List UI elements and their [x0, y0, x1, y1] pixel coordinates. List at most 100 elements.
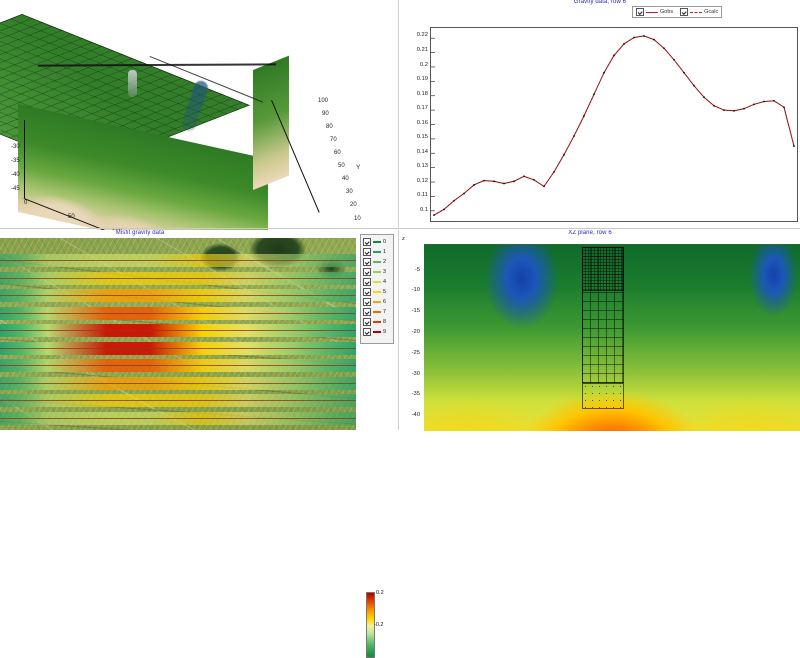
divider-vertical-top: [398, 0, 399, 228]
survey-line-path: [0, 382, 356, 384]
xz-ztick-1: -10: [411, 287, 420, 293]
survey-line-path: [0, 312, 356, 314]
line-toggle-label: 0: [383, 239, 387, 245]
profile-ytick-8: 0.14: [416, 149, 428, 155]
profile-ytick-5: 0.17: [416, 105, 428, 111]
misfit-map-title: Misfit gravity data: [115, 230, 165, 236]
checkbox-line-5-icon[interactable]: [363, 288, 371, 296]
line-toggle-label: 5: [383, 289, 387, 295]
y-tick-20: 20: [350, 202, 357, 208]
line-toggle-row[interactable]: 9: [363, 327, 391, 337]
profile-legend[interactable]: Gobs Gcalc: [632, 6, 723, 18]
panel-gravity-profile[interactable]: Gravity data, row 6 Gobs Gcalc 0.22 0.21…: [400, 0, 800, 228]
checkbox-line-0-icon[interactable]: [363, 238, 371, 246]
legend-item-gcalc[interactable]: Gcalc: [680, 8, 718, 16]
checkbox-line-4-icon[interactable]: [363, 278, 371, 286]
anomaly-marker-grey: [128, 70, 137, 97]
panel-3d-surface[interactable]: 0 50 100 150 200 X 10 20 30 40 50 60 70 …: [0, 0, 398, 277]
line-toggle-row[interactable]: 4: [363, 277, 391, 287]
profile-ytick-7: 0.15: [416, 134, 428, 140]
line-toggle-row[interactable]: 7: [363, 307, 391, 317]
model-mesh-fine: [581, 247, 624, 291]
color-swatch-line-8: [373, 321, 381, 323]
profile-ytick-11: 0.11: [417, 192, 428, 198]
line-toggle-label: 1: [383, 249, 387, 255]
z-tick-30: -30: [11, 144, 20, 150]
model-mesh-dots: [581, 383, 624, 409]
line-toggle-row[interactable]: 8: [363, 317, 391, 327]
xz-axis-label-z: z: [402, 236, 405, 242]
y-tick-40: 40: [342, 176, 349, 182]
checkbox-line-2-icon[interactable]: [363, 258, 371, 266]
surface-3d-geometry: 0 50 100 150 200 X 10 20 30 40 50 60 70 …: [0, 8, 390, 277]
z-tick-35: -35: [11, 158, 20, 164]
profile-ytick-9: 0.13: [416, 163, 428, 169]
application-window: 0 50 100 150 200 X 10 20 30 40 50 60 70 …: [0, 0, 800, 430]
legend-line-gobs-icon: [646, 11, 658, 13]
x-tick-1: 50: [68, 214, 75, 220]
checkbox-gobs-icon[interactable]: [636, 8, 644, 16]
profile-plot-area[interactable]: [430, 27, 798, 222]
profile-curve-svg: [431, 35, 795, 217]
survey-line-path: [0, 260, 356, 261]
xz-ztick-0: -5: [414, 267, 420, 273]
checkbox-line-9-icon[interactable]: [363, 328, 371, 336]
legend-line-gcalc-icon: [690, 11, 703, 13]
color-swatch-line-0: [373, 241, 381, 243]
y-tick-90: 90: [322, 111, 329, 117]
color-swatch-line-3: [373, 271, 381, 273]
profile-ytick-4: 0.18: [416, 91, 428, 97]
line-toggle-row[interactable]: 5: [363, 287, 391, 297]
xz-ztick-7: -40: [411, 412, 420, 418]
color-swatch-line-9: [373, 331, 381, 333]
survey-line-path: [0, 347, 356, 349]
colorbar-max-label: 0.2: [376, 590, 384, 596]
y-tick-60: 60: [334, 150, 341, 156]
xz-ztick-4: -25: [411, 350, 420, 356]
survey-line-path: [0, 400, 356, 401]
aerial-photo-map[interactable]: [0, 238, 356, 430]
checkbox-line-1-icon[interactable]: [363, 248, 371, 256]
line-toggle-row[interactable]: 3: [363, 267, 391, 277]
line-toggle-row[interactable]: 6: [363, 297, 391, 307]
slice-plane-line: [37, 63, 277, 67]
y-tick-30: 30: [346, 189, 353, 195]
survey-line-path: [0, 417, 356, 419]
z-tick-45: -45: [11, 186, 20, 192]
line-toggle-label: 8: [383, 319, 387, 325]
color-swatch-line-2: [373, 261, 381, 263]
model-mesh-coarse: [581, 247, 624, 383]
surface-right-face: [253, 55, 289, 190]
checkbox-gcalc-icon[interactable]: [680, 8, 689, 16]
profile-ytick-1: 0.21: [416, 47, 428, 53]
panel-xz-plane[interactable]: XZ plane, row 6 z -5 -10 -15 -20 -25 -30…: [400, 230, 800, 431]
divider-vertical-bottom: [398, 230, 399, 430]
divider-horizontal: [0, 228, 800, 229]
y-tick-50: 50: [338, 163, 345, 169]
checkbox-line-8-icon[interactable]: [363, 318, 371, 326]
xz-ztick-3: -20: [411, 329, 420, 335]
survey-line-path: [0, 295, 356, 296]
line-toggle-row[interactable]: 2: [363, 257, 391, 267]
axis-label-y: Y: [356, 164, 361, 171]
line-toggle-label: 6: [383, 299, 387, 305]
line-toggle-label: 2: [383, 259, 387, 265]
checkbox-line-3-icon[interactable]: [363, 268, 371, 276]
legend-item-gobs[interactable]: Gobs: [636, 8, 673, 16]
line-toggle-list[interactable]: 0 1 2 3 4 5 6 7 8 9: [360, 234, 394, 344]
panel-misfit-map[interactable]: Misfit gravity data 0 1 2 3 4 5 6 7 8 9 0.2 -0.2: [0, 230, 398, 658]
checkbox-line-7-icon[interactable]: [363, 308, 371, 316]
profile-ytick-3: 0.19: [416, 76, 428, 82]
color-swatch-line-1: [373, 251, 381, 253]
profile-ytick-2: 0.2: [419, 62, 428, 68]
xz-heatmap[interactable]: [424, 244, 800, 431]
x-tick-0: 0: [24, 200, 28, 206]
survey-line-path: [0, 365, 356, 366]
line-toggle-row[interactable]: 0: [363, 237, 391, 247]
surface-3d-scene[interactable]: 0 50 100 150 200 X 10 20 30 40 50 60 70 …: [0, 0, 398, 277]
color-swatch-line-4: [373, 281, 381, 283]
line-toggle-row[interactable]: 1: [363, 247, 391, 257]
legend-label-gcalc: Gcalc: [704, 9, 719, 15]
checkbox-line-6-icon[interactable]: [363, 298, 371, 306]
color-swatch-line-7: [373, 311, 381, 313]
